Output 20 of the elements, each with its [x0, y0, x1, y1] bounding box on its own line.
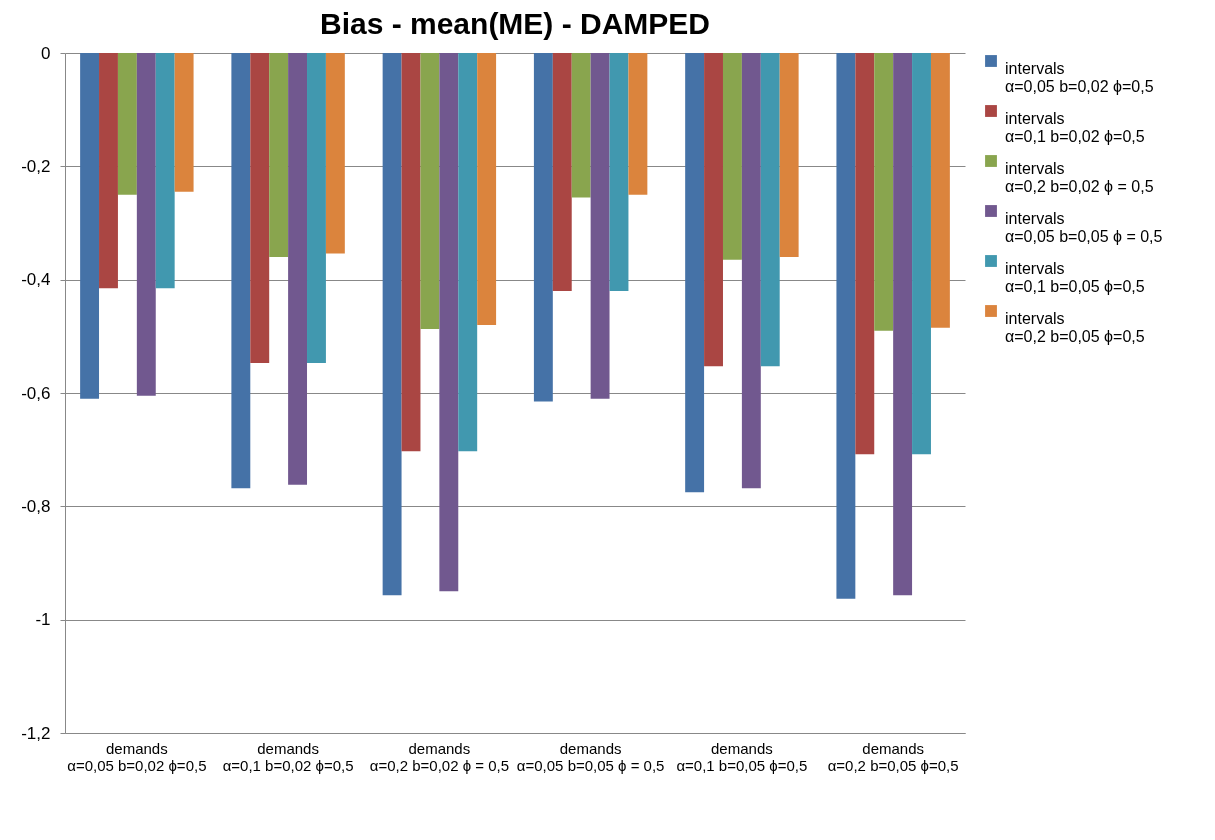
y-tick-label: -0,6 [21, 383, 51, 403]
y-tick-label: -1 [35, 610, 51, 630]
y-tick-label: -0,8 [21, 496, 51, 516]
x-tick-label: demands α=0,2 b=0,05 ϕ=0,5 [827, 739, 959, 774]
legend-label: intervals α=0,2 b=0,02 ϕ = 0,5 [1005, 160, 1154, 195]
y-tick-label: -0,2 [21, 156, 51, 176]
y-tick-label: 0 [41, 43, 51, 63]
legend-label: intervals α=0,2 b=0,05 ϕ=0,5 [1005, 310, 1145, 345]
y-tick-label: -1,2 [21, 723, 51, 743]
chart-title: Bias - mean(ME) - DAMPED [319, 7, 711, 40]
legend-label: intervals α=0,05 b=0,02 ϕ=0,5 [1005, 60, 1154, 95]
legend-label: intervals α=0,1 b=0,02 ϕ=0,5 [1005, 110, 1145, 145]
y-tick-label: -0,4 [21, 270, 51, 290]
x-tick-label: demands α=0,1 b=0,02 ϕ=0,5 [222, 739, 354, 774]
legend-label: intervals α=0,1 b=0,05 ϕ=0,5 [1005, 260, 1145, 295]
legend-label: intervals α=0,05 b=0,05 ϕ = 0,5 [1005, 210, 1163, 245]
x-tick-label: demands α=0,2 b=0,02 ϕ = 0,5 [369, 739, 509, 774]
x-tick-label: demands α=0,05 b=0,02 ϕ=0,5 [67, 739, 207, 774]
x-tick-label: demands α=0,1 b=0,05 ϕ=0,5 [676, 739, 808, 774]
x-tick-label: demands α=0,05 b=0,05 ϕ = 0,5 [516, 739, 665, 774]
